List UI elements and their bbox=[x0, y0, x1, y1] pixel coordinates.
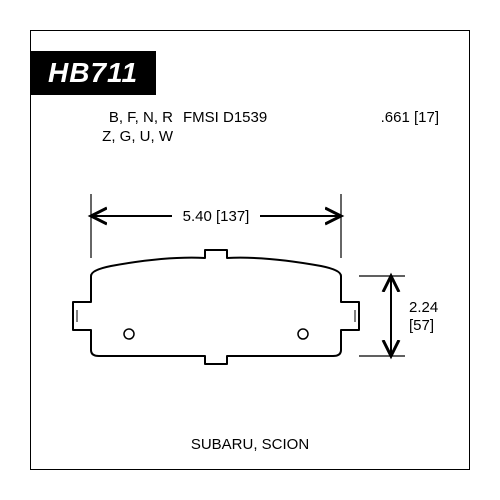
thickness-spec: .661 [17] bbox=[381, 109, 439, 128]
codes-line-1: B, F, N, R bbox=[83, 109, 173, 128]
compound-codes: B, F, N, R Z, G, U, W bbox=[83, 109, 173, 147]
codes-line-2: Z, G, U, W bbox=[83, 128, 173, 147]
part-number: HB711 bbox=[48, 57, 138, 89]
svg-text:5.40 [137]: 5.40 [137] bbox=[183, 208, 250, 225]
spec-card: HB711 B, F, N, R Z, G, U, W FMSI D1539 .… bbox=[30, 30, 470, 470]
part-number-badge: HB711 bbox=[30, 51, 156, 95]
svg-text:[57]: [57] bbox=[409, 317, 434, 334]
brake-pad-diagram: 5.40 [137] 2.24[57] bbox=[31, 151, 471, 411]
thickness-mm: [17] bbox=[414, 109, 439, 126]
svg-text:2.24: 2.24 bbox=[409, 299, 438, 316]
thickness-inches: .661 bbox=[381, 109, 410, 126]
fmsi-code: FMSI D1539 bbox=[183, 109, 267, 128]
vehicle-applications: SUBARU, SCION bbox=[31, 436, 469, 453]
